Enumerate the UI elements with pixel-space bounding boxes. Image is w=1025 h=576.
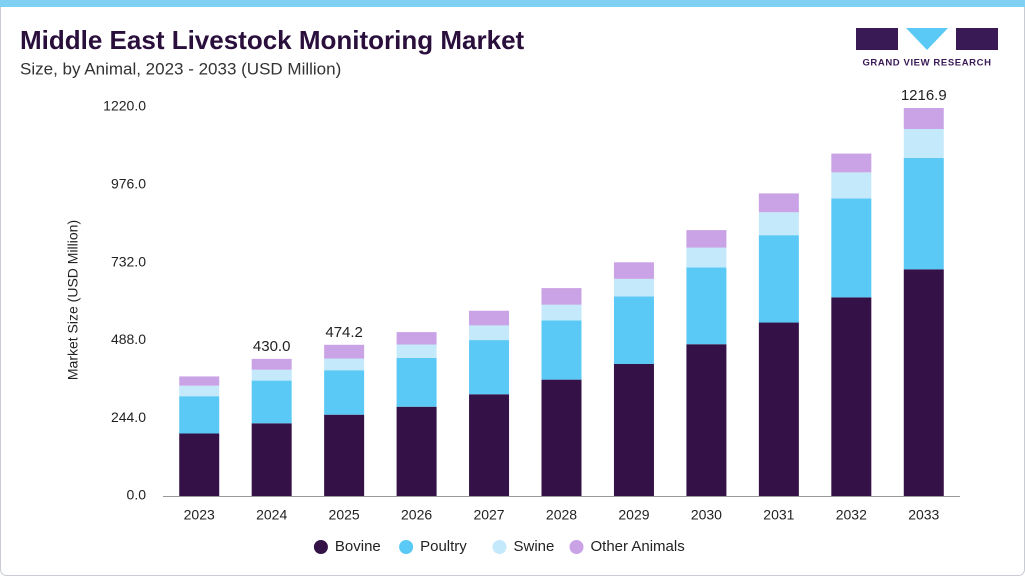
bar-segment — [396, 357, 437, 407]
bar-segment — [613, 262, 654, 279]
bar-segment — [469, 325, 510, 341]
x-tick-label: 2024 — [256, 507, 287, 523]
bar-segment — [541, 288, 582, 305]
bar-segment — [251, 369, 292, 381]
bar-segment — [541, 304, 582, 321]
y-tick-label: 1220.0 — [103, 98, 146, 114]
bar-segment — [469, 340, 510, 395]
bar-segment — [179, 396, 220, 434]
bar-segment — [686, 267, 727, 345]
bar-segment — [613, 278, 654, 297]
bar-segment — [324, 344, 365, 359]
legend-swatch — [569, 540, 584, 554]
chart-subtitle: Size, by Animal, 2023 - 2033 (USD Millio… — [20, 59, 341, 78]
x-tick-label: 2029 — [618, 507, 649, 523]
legend-label: Poultry — [420, 538, 467, 555]
bar-segment — [831, 153, 872, 173]
bar-segment — [758, 193, 799, 213]
bar-segment — [686, 230, 727, 248]
bar-segment — [469, 310, 510, 326]
bar-segment — [541, 320, 582, 380]
y-axis-label: Market Size (USD Million) — [65, 220, 81, 380]
legend-swatch — [399, 540, 414, 554]
y-tick-label: 976.0 — [111, 176, 146, 192]
y-tick-label: 244.0 — [111, 409, 146, 425]
x-tick-label: 2031 — [763, 507, 794, 523]
logo: GRAND VIEW RESEARCH — [856, 28, 998, 69]
bar-segment — [541, 379, 582, 496]
bar-segment — [758, 235, 799, 323]
legend-label: Swine — [514, 538, 555, 555]
y-tick-label: 0.0 — [127, 487, 147, 503]
bar-segment — [469, 394, 510, 496]
bar-segment — [903, 269, 944, 496]
bar-segment — [613, 296, 654, 364]
bar-segment — [613, 363, 654, 496]
bar-segment — [686, 247, 727, 268]
x-tick-label: 2032 — [836, 507, 867, 523]
bar-segment — [179, 376, 220, 386]
chart-title: Middle East Livestock Monitoring Market — [20, 25, 525, 55]
x-tick-label: 2023 — [184, 507, 215, 523]
total-label: 474.2 — [325, 324, 363, 341]
x-tick-label: 2026 — [401, 507, 432, 523]
x-tick-label: 2033 — [908, 507, 939, 523]
bar-segment — [396, 344, 437, 358]
logo-block — [856, 28, 898, 50]
total-label: 1216.9 — [901, 87, 947, 104]
bar-segment — [251, 380, 292, 424]
logo-block — [906, 28, 948, 50]
x-tick-label: 2028 — [546, 507, 577, 523]
bar-segment — [831, 297, 872, 496]
x-tick-label: 2027 — [473, 507, 504, 523]
brand: GRAND VIEW RESEARCH — [862, 58, 991, 69]
total-label: 430.0 — [253, 338, 291, 355]
y-tick-label: 732.0 — [111, 253, 146, 269]
bar-segment — [179, 433, 220, 496]
bar-segment — [686, 344, 727, 496]
legend-swatch — [313, 540, 328, 554]
bar-segment — [831, 198, 872, 298]
x-tick-label: 2025 — [329, 507, 360, 523]
legend-label: Other Animals — [591, 538, 685, 555]
bar-segment — [251, 423, 292, 496]
bar-segment — [831, 172, 872, 199]
bar-segment — [324, 358, 365, 371]
bar-segment — [758, 212, 799, 236]
legend-label: Bovine — [335, 538, 381, 555]
top-strip — [0, 0, 1025, 7]
bar-segment — [903, 129, 944, 159]
legend-swatch — [492, 540, 507, 554]
y-tick-label: 488.0 — [111, 331, 146, 347]
bar-segment — [324, 370, 365, 415]
bar-segment — [396, 406, 437, 496]
bar-segment — [396, 332, 437, 345]
bar-segment — [903, 158, 944, 270]
x-tick-label: 2030 — [691, 507, 722, 523]
logo-block — [956, 28, 998, 50]
bar-segment — [324, 414, 365, 496]
bar-segment — [179, 385, 220, 397]
bar-segment — [903, 107, 944, 130]
bar-segment — [758, 322, 799, 496]
bar-segment — [251, 358, 292, 370]
